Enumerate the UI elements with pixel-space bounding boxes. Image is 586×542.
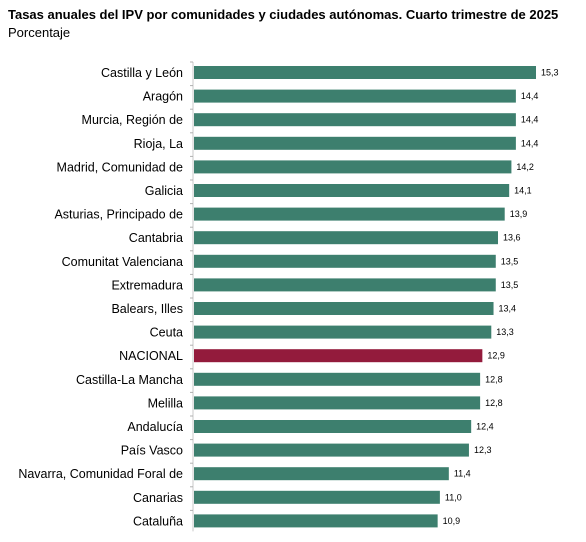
bar <box>194 349 483 363</box>
bar <box>194 420 472 433</box>
category-label: Comunitat Valenciana <box>62 255 183 269</box>
category-label: Cantabria <box>129 231 183 245</box>
value-label: 12,4 <box>476 422 494 432</box>
bar <box>194 160 512 174</box>
axis-layer <box>190 61 194 532</box>
bar <box>194 372 481 386</box>
category-label: Navarra, Comunidad Foral de <box>18 467 183 481</box>
value-label: 13,6 <box>503 233 521 243</box>
value-label: 14,1 <box>514 186 532 196</box>
value-label: 15,3 <box>541 68 559 78</box>
category-label: Castilla y León <box>101 66 183 80</box>
category-label: Extremadura <box>111 278 183 292</box>
value-label: 14,2 <box>516 162 534 172</box>
labels-layer: Castilla y León 15,3 Aragón 14,4 Murcia, Reg… <box>18 66 558 528</box>
category-label: Rioja, La <box>134 137 183 151</box>
bar <box>194 467 449 481</box>
bar <box>194 136 516 150</box>
bar <box>194 89 516 103</box>
category-label: Galicia <box>145 184 183 198</box>
value-label: 14,4 <box>521 138 539 148</box>
category-label: NACIONAL <box>119 349 183 363</box>
bar <box>194 207 505 221</box>
value-label: 12,8 <box>485 398 503 408</box>
category-label: Andalucía <box>127 420 183 434</box>
bars-layer <box>194 66 536 528</box>
bar <box>194 514 438 528</box>
value-label: 10,9 <box>443 516 461 526</box>
category-label: Aragón <box>143 90 183 104</box>
bar <box>194 184 510 197</box>
bar <box>194 490 440 504</box>
bar <box>194 113 516 127</box>
chart-subtitle: Porcentaje <box>8 25 71 40</box>
category-label: Canarias <box>133 491 183 505</box>
chart-title: Tasas anuales del IPV por comunidades y … <box>8 7 559 22</box>
category-label: Murcia, Región de <box>82 113 183 127</box>
category-label: Balears, Illes <box>111 302 183 316</box>
value-label: 12,8 <box>485 374 503 384</box>
category-label: País Vasco <box>121 444 183 458</box>
bar <box>194 302 494 315</box>
value-label: 12,3 <box>474 445 492 455</box>
bar <box>194 325 492 339</box>
value-label: 13,4 <box>499 304 517 314</box>
value-label: 11,0 <box>445 492 462 502</box>
value-label: 11,4 <box>454 469 471 479</box>
value-label: 14,4 <box>521 115 539 125</box>
bar <box>194 443 469 457</box>
value-label: 14,4 <box>521 91 539 101</box>
value-label: 12,9 <box>487 351 505 361</box>
value-label: 13,9 <box>510 209 528 219</box>
value-label: 13,3 <box>496 327 514 337</box>
category-label: Madrid, Comunidad de <box>57 160 184 174</box>
category-label: Asturias, Principado de <box>54 208 183 222</box>
category-label: Castilla-La Mancha <box>76 373 183 387</box>
category-label: Melilla <box>148 396 183 410</box>
category-label: Cataluña <box>133 514 183 528</box>
bar <box>194 66 536 79</box>
value-label: 13,5 <box>501 256 519 266</box>
bar <box>194 278 496 292</box>
category-label: Ceuta <box>150 326 183 340</box>
bar <box>194 231 498 245</box>
bar <box>194 396 481 410</box>
value-label: 13,5 <box>501 280 519 290</box>
bar <box>194 254 496 268</box>
